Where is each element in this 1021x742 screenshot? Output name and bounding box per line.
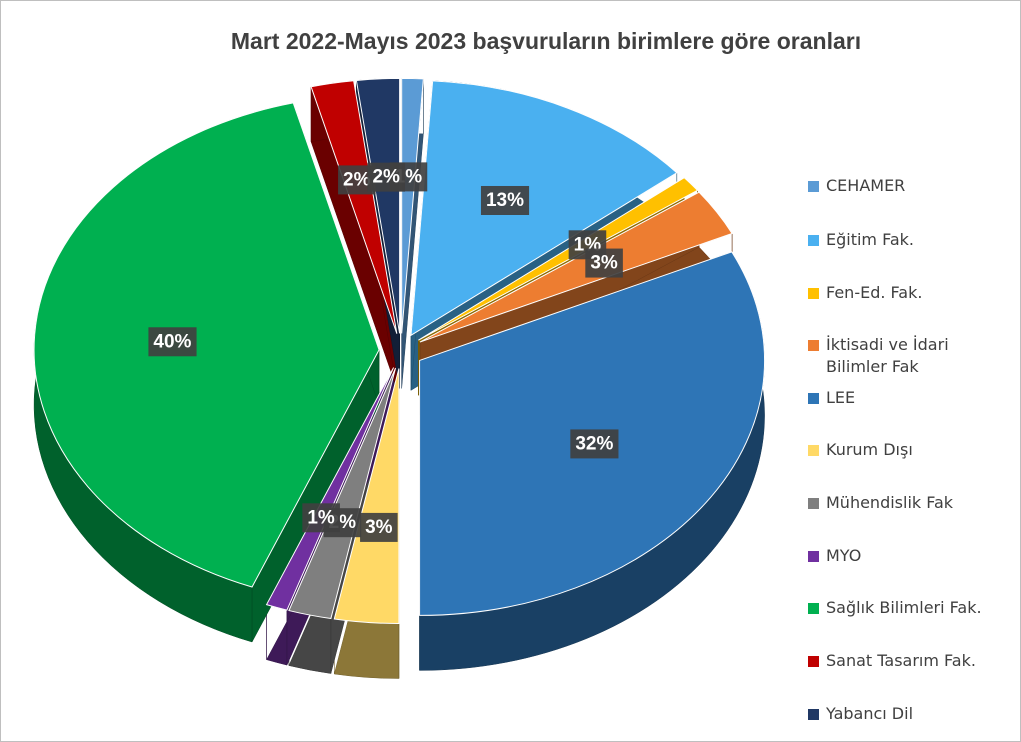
legend-label: Sanat Tasarım Fak. [826, 651, 976, 670]
label-bg [570, 429, 619, 459]
legend-label: Sağlık Bilimleri Fak. [826, 598, 982, 617]
legend-swatch [808, 445, 819, 456]
slice [33, 102, 380, 588]
legend-label: Fen-Ed. Fak. [826, 283, 923, 302]
slice [310, 80, 398, 334]
label-bg [585, 248, 623, 278]
legend-item: Fen-Ed. Fak. [808, 282, 1008, 304]
legend-item: Yabancı Dil [808, 703, 1008, 725]
legend-item: Sanat Tasarım Fak. [808, 650, 1008, 672]
legend-item: MYO [808, 545, 1008, 567]
data-label-box: 32% [570, 429, 619, 459]
legend-swatch [808, 603, 819, 614]
legend-swatch [808, 235, 819, 246]
data-label: 2% [372, 167, 400, 188]
legend-label: Mühendislik Fak [826, 493, 954, 512]
label-bg [367, 162, 406, 192]
data-label: 2% [343, 169, 371, 190]
data-label: 3% [365, 517, 393, 538]
slice [401, 77, 424, 334]
data-label-box: 2% [367, 162, 406, 192]
label-bg [148, 327, 197, 357]
data-label-box: 13% [480, 185, 530, 215]
slice [410, 80, 678, 337]
data-label-box: 40% [148, 327, 197, 357]
slice [333, 368, 400, 625]
legend-item: Mühendislik Fak [808, 492, 1008, 514]
legend-item: Sağlık Bilimleri Fak. [808, 597, 1008, 619]
slice [355, 77, 401, 334]
legend-label: LEE [826, 388, 856, 407]
legend-swatch [808, 656, 819, 667]
legend-label: CEHAMER [826, 176, 906, 195]
data-label: 1% [307, 507, 335, 528]
legend-swatch [808, 288, 819, 299]
data-labels: 1%13%1%3%32%3%2%1%40%2% 2% [148, 162, 623, 542]
slice [265, 367, 395, 611]
legend-label: İktisadi ve İdari Bilimler Fak [826, 335, 949, 376]
legend-label: Eğitim Fak. [826, 230, 914, 249]
legend-item: Eğitim Fak. [808, 229, 1008, 251]
legend-swatch [808, 498, 819, 509]
legend-item: Kurum Dışı [808, 439, 1008, 461]
chart-title: Mart 2022-Mayıs 2023 başvuruların biriml… [231, 28, 861, 54]
data-label-box: 3% [360, 512, 398, 542]
legend-label: Kurum Dışı [826, 440, 913, 459]
legend-item: LEE [808, 387, 1008, 409]
data-label: 3% [590, 253, 618, 274]
label-bg [302, 503, 340, 533]
data-label-box: 3% [585, 248, 623, 278]
slice [288, 367, 397, 620]
legend-item: İktisadi ve İdari Bilimler Fak [808, 334, 980, 378]
legend-swatch [808, 340, 819, 351]
legend-swatch [808, 393, 819, 404]
data-label-box: 1% [302, 503, 340, 533]
legend-label: Yabancı Dil [826, 704, 914, 723]
legend-swatch [808, 181, 819, 192]
legend-label: MYO [826, 546, 862, 565]
slice [419, 191, 733, 343]
data-label: 32% [575, 433, 613, 454]
label-bg [480, 185, 530, 215]
legend-swatch [808, 551, 819, 562]
data-label: 40% [153, 331, 191, 352]
legend-swatch [808, 709, 819, 720]
legend-item: CEHAMER [808, 175, 1008, 197]
label-bg [360, 512, 398, 542]
slice [418, 177, 699, 341]
data-label: 13% [486, 190, 524, 211]
